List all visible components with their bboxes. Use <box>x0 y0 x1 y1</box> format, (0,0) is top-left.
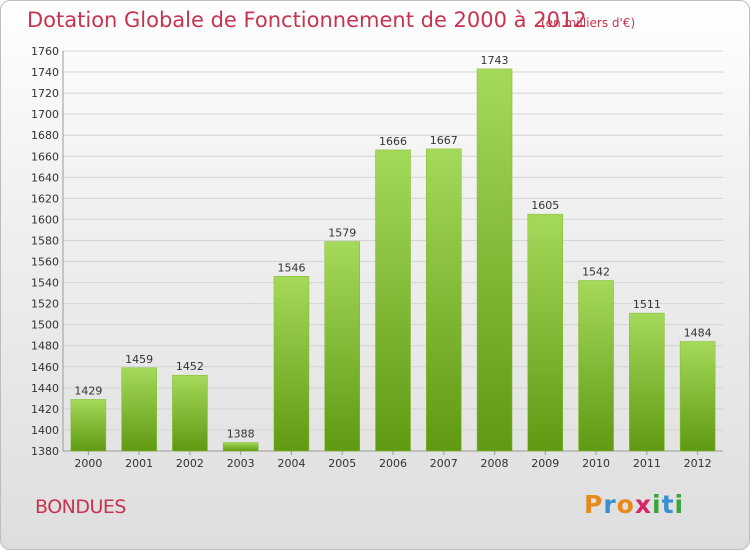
y-tick-label: 1480 <box>31 340 59 353</box>
y-tick-label: 1380 <box>31 445 59 458</box>
y-tick-label: 1620 <box>31 192 59 205</box>
logo-letter: o <box>616 490 635 519</box>
bar <box>527 213 564 452</box>
y-tick-label: 1600 <box>31 213 59 226</box>
x-tick-label: 2003 <box>227 457 255 470</box>
commune-name: BONDUES <box>35 496 126 518</box>
bar-value-label: 1743 <box>481 54 509 67</box>
bar-value-label: 1511 <box>633 298 661 311</box>
x-tick-label: 2001 <box>125 457 153 470</box>
logo-letter: t <box>661 490 675 519</box>
bar <box>679 341 716 452</box>
logo-letter: x <box>634 490 652 519</box>
y-tick-label: 1700 <box>31 108 59 121</box>
bar-value-label: 1452 <box>176 360 204 373</box>
bar-value-label: 1542 <box>582 265 610 278</box>
y-tick-label: 1580 <box>31 234 59 247</box>
bar-value-label: 1429 <box>74 384 102 397</box>
bar <box>629 312 665 452</box>
logo-letter: i <box>652 490 662 519</box>
bar <box>172 374 208 452</box>
y-tick-label: 1440 <box>31 382 59 395</box>
bar <box>476 68 513 452</box>
y-tick-label: 1460 <box>31 361 59 374</box>
bar-value-label: 1605 <box>531 199 559 212</box>
logo-letter: P <box>584 490 604 519</box>
bar-value-label: 1459 <box>125 353 153 366</box>
x-tick-label: 2004 <box>277 457 305 470</box>
bar <box>273 276 310 452</box>
x-tick-label: 2007 <box>430 457 458 470</box>
logo-letter: i <box>674 490 685 519</box>
bar <box>70 399 107 452</box>
y-tick-label: 1680 <box>31 129 59 142</box>
y-tick-label: 1640 <box>31 171 59 184</box>
y-tick-label: 1540 <box>31 277 59 290</box>
x-tick-label: 2012 <box>684 457 712 470</box>
y-tick-label: 1420 <box>31 403 59 416</box>
y-tick-label: 1660 <box>31 150 59 163</box>
x-tick-label: 2008 <box>481 457 509 470</box>
chart-title: Dotation Globale de Fonctionnement de 20… <box>27 8 587 32</box>
chart-subtitle: (en milliers d'€) <box>541 16 636 30</box>
x-tick-label: 2005 <box>328 457 356 470</box>
bar-value-label: 1579 <box>328 227 356 240</box>
x-tick-label: 2011 <box>633 457 661 470</box>
x-tick-label: 2010 <box>582 457 610 470</box>
x-tick-label: 2002 <box>176 457 204 470</box>
y-tick-label: 1720 <box>31 87 59 100</box>
bar <box>375 149 411 452</box>
x-tick-label: 2000 <box>74 457 102 470</box>
x-tick-label: 2009 <box>531 457 559 470</box>
y-tick-label: 1740 <box>31 66 59 79</box>
bar-value-label: 1667 <box>430 134 458 147</box>
y-tick-label: 1400 <box>31 424 59 437</box>
bar-value-label: 1388 <box>227 428 255 441</box>
bar <box>426 148 462 452</box>
x-tick-label: 2006 <box>379 457 407 470</box>
y-tick-label: 1760 <box>31 45 59 58</box>
bar <box>324 241 360 452</box>
proxiti-logo: Proxiti <box>584 490 684 519</box>
y-tick-label: 1500 <box>31 319 59 332</box>
logo-letter: r <box>603 490 617 519</box>
bar <box>578 280 614 452</box>
bar-value-label: 1666 <box>379 135 407 148</box>
y-tick-label: 1520 <box>31 298 59 311</box>
bar <box>222 442 259 452</box>
bar-value-label: 1484 <box>684 327 712 340</box>
bar <box>121 367 157 452</box>
y-tick-label: 1560 <box>31 256 59 269</box>
bar-value-label: 1546 <box>277 261 305 274</box>
